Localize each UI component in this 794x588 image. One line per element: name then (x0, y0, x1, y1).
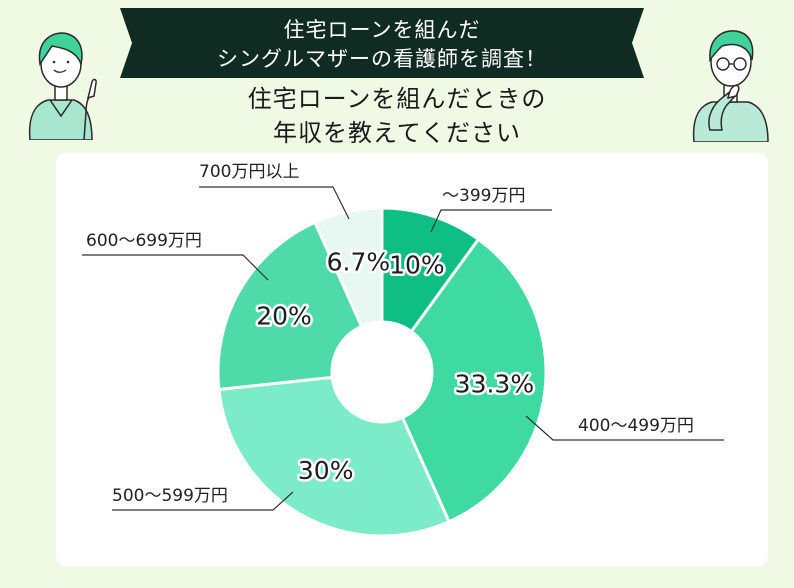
donut-slice-5 (312, 206, 384, 329)
callout-line-2 (525, 415, 724, 441)
donut-slice-3 (217, 375, 452, 538)
callout-line-5 (199, 186, 350, 220)
callout-line-3 (112, 491, 294, 511)
question-line1: 住宅ローンを組んだときの (247, 85, 547, 113)
banner-title-line2: シングルマザーの看護師を調査！ (217, 47, 547, 71)
question-line2: 年収を教えてください (272, 119, 522, 147)
category-label-1: 〜399万円 (442, 186, 525, 206)
banner-title-line1: 住宅ローンを組んだ (283, 18, 481, 42)
value-label-4: 20% (256, 302, 312, 331)
value-label-2: 33.3% (455, 370, 534, 399)
value-label-1: 10% (389, 251, 445, 280)
category-label-5: 700万円以上 (199, 162, 299, 182)
category-label-4: 600〜699万円 (86, 231, 202, 251)
value-label-3: 30% (298, 456, 354, 485)
banner-shape (120, 8, 644, 78)
man-thinking-illustration (692, 30, 769, 142)
category-label-2: 400〜499万円 (578, 416, 694, 436)
value-label-5: 6.7% (327, 247, 391, 276)
donut-slice-4 (216, 220, 364, 392)
nurse-pointing-illustration (28, 32, 97, 140)
callout-line-1 (430, 209, 552, 233)
donut-slice-2 (400, 237, 548, 524)
title-banner: 住宅ローンを組んだ シングルマザーの看護師を調査！ (120, 8, 644, 78)
callout-line-4 (82, 254, 269, 281)
category-label-3: 500〜599万円 (112, 486, 228, 506)
